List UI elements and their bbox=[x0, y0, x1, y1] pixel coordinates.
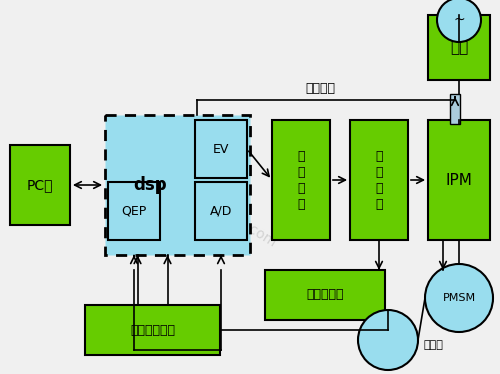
Bar bbox=[195, 120, 247, 178]
Text: 整形滤波电路: 整形滤波电路 bbox=[130, 324, 175, 337]
Text: PC机: PC机 bbox=[27, 178, 53, 192]
Bar bbox=[272, 120, 330, 240]
Bar bbox=[265, 270, 385, 320]
Text: 光
耦
隔
离: 光 耦 隔 离 bbox=[375, 150, 383, 211]
Text: 驱
动
保
护: 驱 动 保 护 bbox=[297, 150, 305, 211]
Bar bbox=[108, 182, 160, 240]
Text: ~: ~ bbox=[453, 13, 465, 27]
Text: 整流: 整流 bbox=[450, 40, 468, 55]
Bar bbox=[105, 115, 250, 255]
Text: 编码器: 编码器 bbox=[423, 340, 443, 350]
Text: dsp: dsp bbox=[133, 176, 167, 194]
Text: IPM: IPM bbox=[446, 172, 472, 187]
Bar bbox=[428, 120, 490, 240]
Text: A/D: A/D bbox=[210, 205, 232, 218]
Bar bbox=[350, 120, 408, 240]
Text: www.elecfans.com: www.elecfans.com bbox=[162, 170, 278, 250]
Text: QEP: QEP bbox=[122, 205, 146, 218]
Text: EV: EV bbox=[213, 142, 229, 156]
Bar bbox=[450, 94, 460, 124]
Circle shape bbox=[437, 0, 481, 42]
Bar bbox=[195, 182, 247, 240]
Text: PMSM: PMSM bbox=[442, 293, 476, 303]
Circle shape bbox=[358, 310, 418, 370]
Text: 电流传感器: 电流传感器 bbox=[306, 288, 344, 301]
Bar bbox=[10, 145, 70, 225]
Bar bbox=[85, 305, 220, 355]
Bar bbox=[428, 15, 490, 80]
Circle shape bbox=[425, 264, 493, 332]
Text: 过流保护: 过流保护 bbox=[305, 82, 335, 95]
